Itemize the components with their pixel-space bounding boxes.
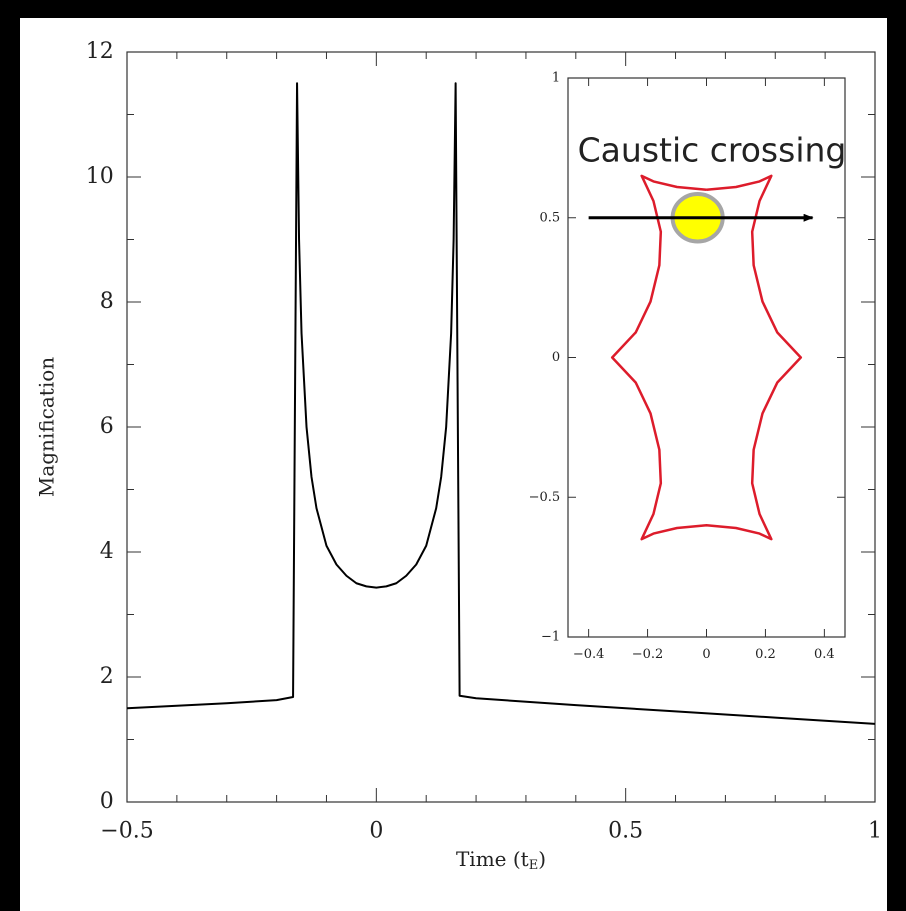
y-axis-label: Magnification — [35, 357, 59, 497]
data-line — [126, 82, 876, 725]
y-tick-label: −0.5 — [529, 490, 561, 505]
y-tick-label: 0 — [100, 789, 114, 814]
y-tick-label: 12 — [86, 39, 114, 64]
y-tick-label: 6 — [100, 414, 114, 439]
y-tick-label: 1 — [552, 71, 560, 86]
x-tick-label: 0 — [369, 819, 383, 844]
y-tick-label: 10 — [86, 164, 114, 189]
y-tick-label: 8 — [100, 289, 114, 314]
annotation: Caustic crossing — [578, 131, 847, 170]
x-axis-label-part: E — [529, 858, 539, 873]
y-tick-label: 0.5 — [540, 210, 561, 225]
x-tick-label: −0.2 — [632, 647, 664, 662]
x-tick-label: 0.5 — [608, 819, 643, 844]
x-axis-label: Time (tE) — [456, 847, 546, 873]
y-tick-label: 2 — [100, 664, 114, 689]
x-tick-label: 0 — [702, 647, 710, 662]
x-tick-label: −0.4 — [573, 647, 605, 662]
x-axis-label-part: Time (t — [456, 847, 529, 871]
x-axis-label-part: ) — [538, 847, 546, 871]
plot-area — [567, 77, 846, 638]
x-tick-label: 0.2 — [755, 647, 776, 662]
x-tick-label: 0.4 — [814, 647, 835, 662]
y-tick-label: −1 — [541, 630, 560, 645]
x-tick-label: −0.5 — [100, 819, 153, 844]
y-tick-label: 0 — [552, 350, 560, 365]
x-tick-label: 1 — [868, 819, 882, 844]
data-line — [610, 174, 803, 541]
y-tick-label: 4 — [100, 539, 114, 564]
